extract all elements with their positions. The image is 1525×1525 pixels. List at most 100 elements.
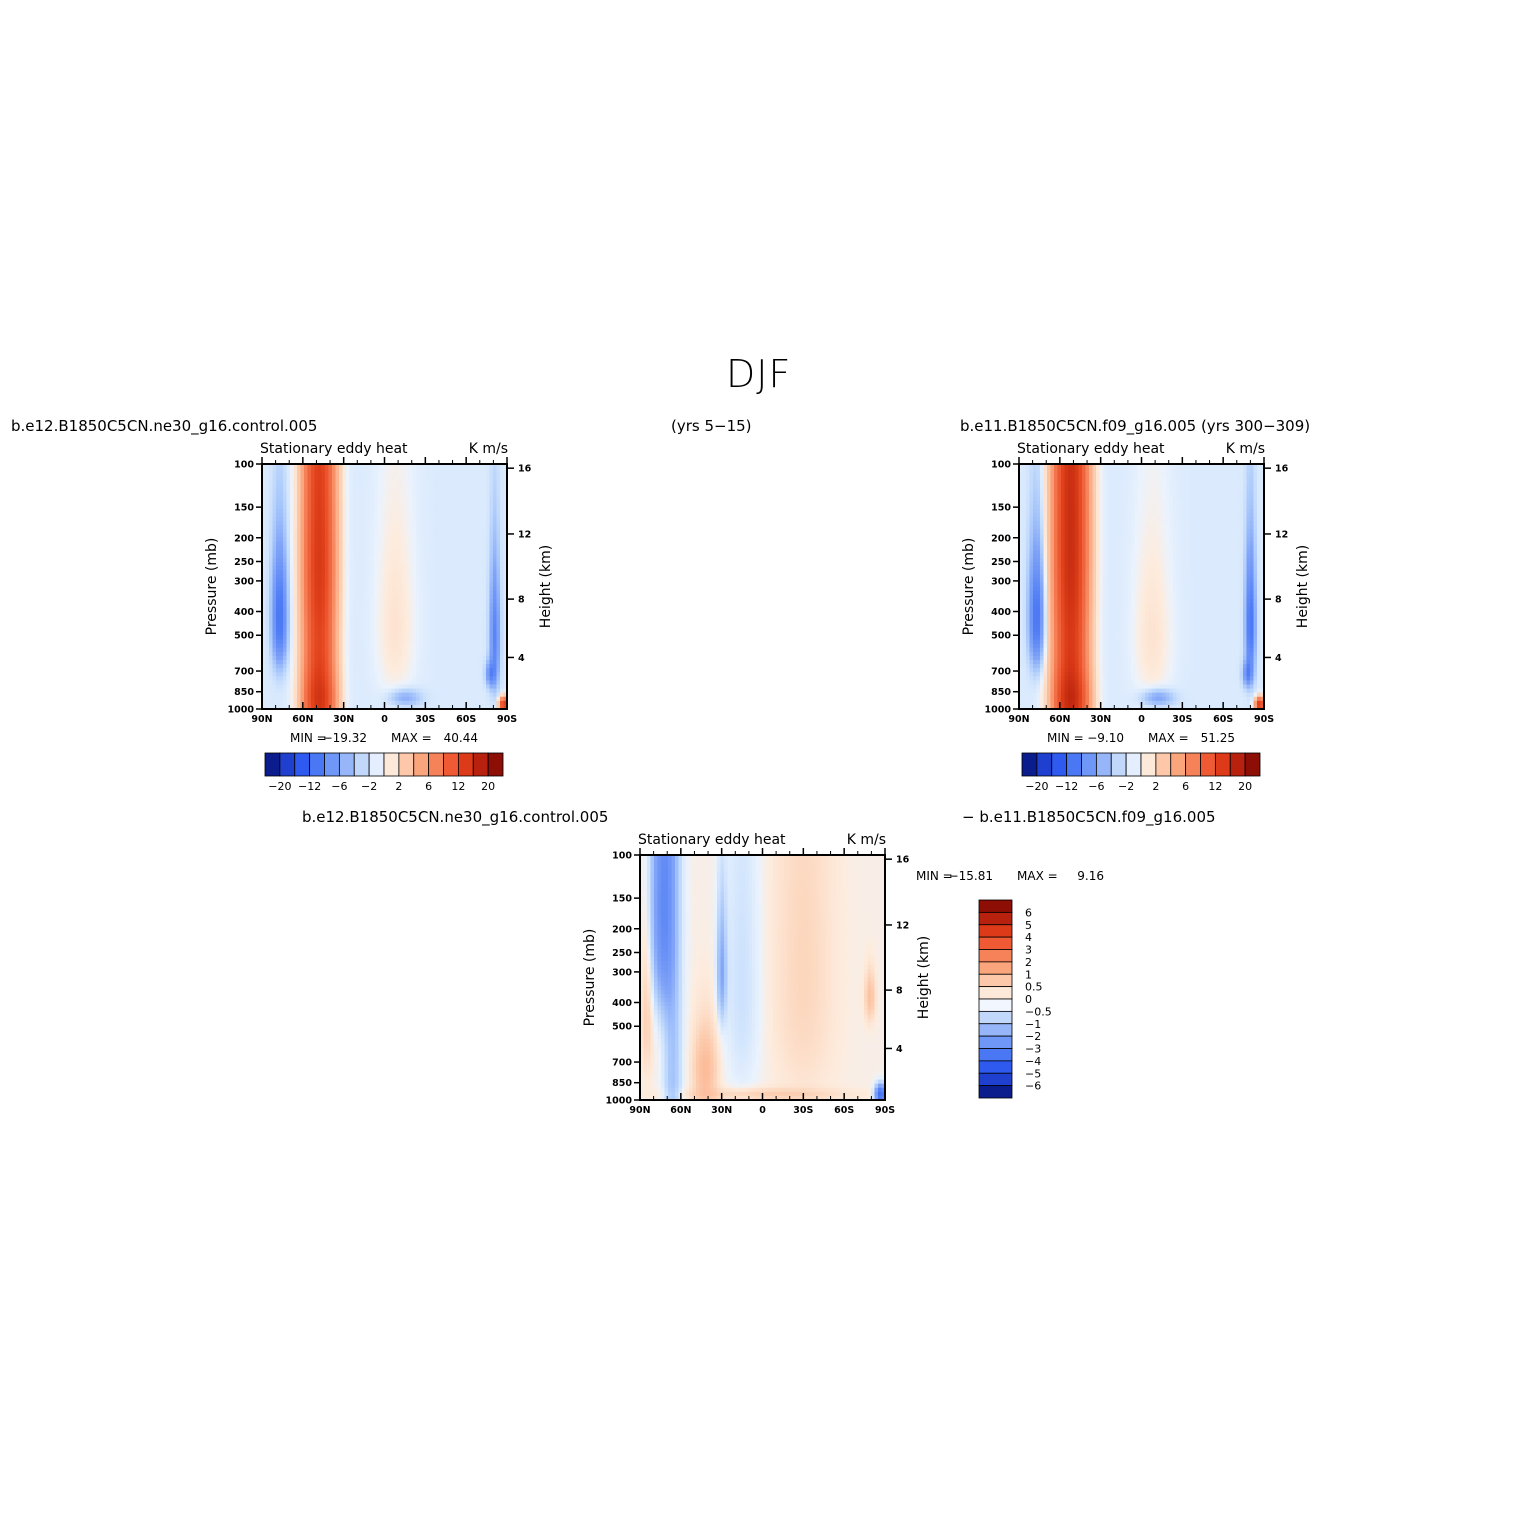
field-cell [493,464,498,469]
field-cell [318,602,323,608]
field-cell [1036,704,1041,710]
field-cell [353,672,358,677]
field-cell [304,627,309,633]
field-cell [276,529,281,535]
field-cell [1043,635,1048,641]
field-cell [262,582,267,588]
field-cell [360,696,365,702]
field-cell [283,566,288,571]
field-cell [318,639,323,645]
field-cell [412,594,417,600]
field-cell [1050,688,1055,694]
field-cell [374,594,379,600]
field-cell [381,582,386,588]
field-cell [1029,647,1034,653]
field-cell [461,623,466,628]
field-cell [388,553,393,559]
field-cell [360,574,365,579]
field-cell [1050,504,1055,510]
ytick-label: 250 [234,557,254,568]
field-cell [461,651,466,657]
field-cell [318,582,323,588]
field-cell [1036,545,1041,551]
field-cell [286,631,291,637]
field-cell [325,545,330,551]
field-cell [370,602,375,608]
field-cell [332,488,337,494]
field-cell [503,578,508,584]
field-cell [447,676,452,682]
field-cell [391,643,396,649]
field-cell [300,484,305,490]
field-cell [468,492,473,498]
field-cell [367,496,372,502]
field-cell [1029,496,1034,502]
field-cell [307,651,312,657]
field-cell [367,504,372,510]
field-cell [384,635,389,641]
field-cell [286,570,291,575]
field-cell [430,488,435,494]
field-cell [1033,476,1038,481]
field-cell [486,602,491,608]
field-cell [374,468,379,473]
field-cell [318,480,323,486]
field-cell [489,590,494,596]
field-cell [325,672,330,677]
field-cell [318,700,323,706]
field-cell [307,562,312,567]
field-cell [475,643,480,649]
field-cell [374,504,379,510]
field-cell [346,676,351,682]
field-cell [339,574,344,579]
field-cell [276,639,281,645]
field-cell [272,668,277,673]
field-cell [279,488,284,494]
field-cell [332,651,337,657]
field-cell [381,488,386,494]
field-cell [423,680,428,686]
field-cell [1022,504,1027,510]
field-cell [318,647,323,653]
field-cell [300,488,305,494]
field-cell [444,533,449,539]
field-cell [374,545,379,551]
field-cell [468,647,473,653]
colorbar-swatch [279,752,296,777]
field-cell [377,557,382,563]
field-cell [328,533,333,539]
field-cell [461,696,466,702]
field-cell [283,639,288,645]
field-cell [426,537,431,543]
field-cell [314,631,319,637]
field-cell [377,684,382,690]
field-cell [262,525,267,530]
field-cell [1029,615,1034,620]
field-cell [353,557,358,563]
field-cell [325,484,330,490]
field-cell [304,578,309,584]
field-cell [398,704,403,710]
field-cell [1050,611,1055,616]
field-cell [1050,598,1055,604]
field-cell [346,606,351,612]
field-cell [335,484,340,490]
field-cell [314,492,319,498]
field-cell [300,692,305,698]
field-cell [458,525,463,530]
field-cell [444,639,449,645]
field-cell [1054,570,1059,575]
field-cell [451,545,456,551]
field-cell [402,468,407,473]
field-cell [493,549,498,555]
field-cell [405,541,410,547]
field-cell [339,647,344,653]
field-cell [339,672,344,677]
field-cell [276,680,281,686]
field-cell [1050,696,1055,702]
field-cell [1054,464,1059,469]
field-cell [349,562,354,567]
field-cell [461,594,466,600]
field-cell [461,562,466,567]
field-cell [1036,684,1041,690]
